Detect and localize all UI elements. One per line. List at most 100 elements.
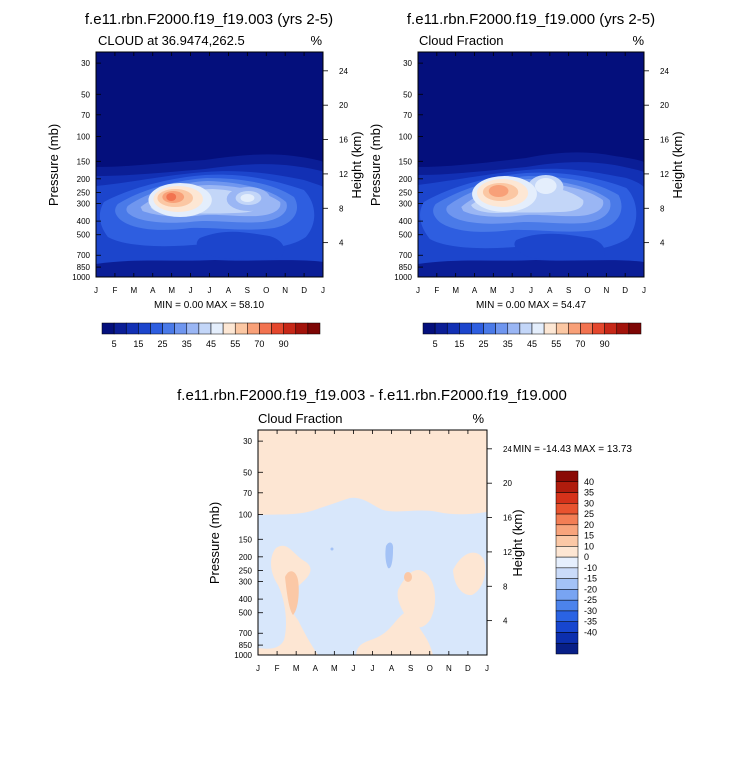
x-tick-label: F <box>275 664 280 673</box>
y-tick-label: 850 <box>239 641 253 650</box>
x-tick-label: J <box>529 286 533 295</box>
x-tick-label: A <box>313 664 319 673</box>
surface-band <box>418 260 644 277</box>
y2-tick-label: 20 <box>503 479 512 488</box>
y2-tick-label: 24 <box>503 445 512 454</box>
colorbar-swatch <box>555 556 579 569</box>
colorbar-swatch <box>568 322 581 335</box>
y2-tick-label: 12 <box>660 170 669 179</box>
colorbar-label: -40 <box>584 627 597 637</box>
y2-tick-label: 8 <box>339 204 344 213</box>
panel-2-ylabel-right: Height (km) <box>670 131 685 198</box>
panel-2-units: % <box>632 33 644 48</box>
panel-3-y2-ticks: 4 8 12 16 20 24 <box>487 445 512 626</box>
panel-1-units: % <box>310 33 322 48</box>
colorbar-label: 15 <box>584 531 594 541</box>
x-tick-label: J <box>485 664 489 673</box>
y-tick-label: 500 <box>77 231 91 240</box>
y-tick-label: 30 <box>81 59 90 68</box>
x-tick-label: J <box>642 286 646 295</box>
positive-lobe <box>397 570 436 628</box>
colorbar-swatch <box>555 589 579 601</box>
colorbar-swatch <box>555 621 579 633</box>
colorbar-label: -30 <box>584 606 597 616</box>
colorbar-label: 0 <box>584 552 589 562</box>
colorbar-label: -25 <box>584 595 597 605</box>
y-tick-label: 850 <box>399 263 413 272</box>
x-tick-label: M <box>331 664 338 673</box>
x-tick-label: O <box>263 286 269 295</box>
x-tick-label: J <box>94 286 98 295</box>
x-tick-label: O <box>584 286 590 295</box>
negative-core-aug <box>385 542 394 569</box>
y-tick-label: 250 <box>399 188 413 197</box>
x-tick-label: A <box>150 286 156 295</box>
panel-3-ylabel-right: Height (km) <box>510 509 525 576</box>
y-tick-label: 150 <box>77 157 91 166</box>
colorbar-label: 55 <box>551 339 561 349</box>
colorbar-swatch <box>604 322 618 335</box>
y2-tick-label: 20 <box>660 101 669 110</box>
y2-tick-label: 8 <box>503 582 508 591</box>
secondary-maximum-inner <box>534 178 557 194</box>
x-tick-label: M <box>490 286 497 295</box>
y2-tick-label: 16 <box>660 136 669 145</box>
positive-core-sep <box>404 572 412 582</box>
panel-3-title: f.e11.rbn.F2000.f19_f19.003 - f.e11.rbn.… <box>177 387 567 404</box>
y-tick-label: 500 <box>239 609 253 618</box>
colorbar-swatch <box>555 578 579 590</box>
colorbar-swatch <box>471 322 484 335</box>
colorbar-label: 30 <box>584 498 594 508</box>
y2-tick-label: 8 <box>660 204 665 213</box>
y2-tick-label: 16 <box>339 136 348 145</box>
panel-1-title: f.e11.rbn.F2000.f19_f19.003 (yrs 2-5) <box>85 11 333 28</box>
panel-2-stats: MIN = 0.00 MAX = 54.47 <box>476 300 586 311</box>
colorbar-label: 40 <box>584 477 594 487</box>
y-tick-label: 50 <box>403 90 412 99</box>
panel-3-stats: MIN = -14.43 MAX = 13.73 <box>513 444 632 455</box>
colorbar-label: 45 <box>527 339 537 349</box>
positive-lobe-east <box>453 552 486 596</box>
colorbar-swatch <box>295 322 309 335</box>
colorbar-swatch <box>555 524 579 536</box>
x-tick-label: A <box>389 664 395 673</box>
y2-tick-label: 16 <box>503 514 512 523</box>
colorbar-swatch <box>628 322 642 335</box>
panel-1-stats: MIN = 0.00 MAX = 58.10 <box>154 300 264 311</box>
y-tick-label: 70 <box>81 111 90 120</box>
x-tick-label: M <box>293 664 300 673</box>
x-tick-label: M <box>130 286 137 295</box>
colorbar-swatch <box>555 642 579 655</box>
colorbar-swatch <box>580 322 593 335</box>
panel-2-plot-area <box>418 52 644 277</box>
panel-1-y2-ticks: 4 8 12 16 20 24 <box>323 67 348 248</box>
colorbar-label: 25 <box>479 339 489 349</box>
panel-2-colorbar: 5 15 25 35 45 55 70 90 <box>422 322 642 349</box>
positive-core-mar <box>285 571 299 615</box>
colorbar-label: 35 <box>584 488 594 498</box>
colorbar-swatch <box>555 567 579 579</box>
y-tick-label: 250 <box>77 188 91 197</box>
colorbar-swatch <box>422 322 436 335</box>
x-tick-label: J <box>416 286 420 295</box>
colorbar-swatch <box>186 322 200 335</box>
panel-3-units: % <box>472 411 484 426</box>
colorbar-label: 45 <box>206 339 216 349</box>
colorbar-label: 25 <box>584 509 594 519</box>
x-tick-label: S <box>408 664 413 673</box>
y-tick-label: 70 <box>403 111 412 120</box>
colorbar-swatch <box>434 322 448 335</box>
colorbar-swatch <box>555 503 579 515</box>
y-tick-label: 700 <box>239 629 253 638</box>
colorbar-swatch <box>616 322 630 335</box>
panel-1-left-string: CLOUD at 36.9474,262.5 <box>98 33 245 48</box>
colorbar-label: 70 <box>254 339 264 349</box>
y-tick-label: 300 <box>77 200 91 209</box>
panel-2-title: f.e11.rbn.F2000.f19_f19.000 (yrs 2-5) <box>407 11 655 28</box>
colorbar-swatch <box>174 322 188 335</box>
x-tick-label: J <box>189 286 193 295</box>
